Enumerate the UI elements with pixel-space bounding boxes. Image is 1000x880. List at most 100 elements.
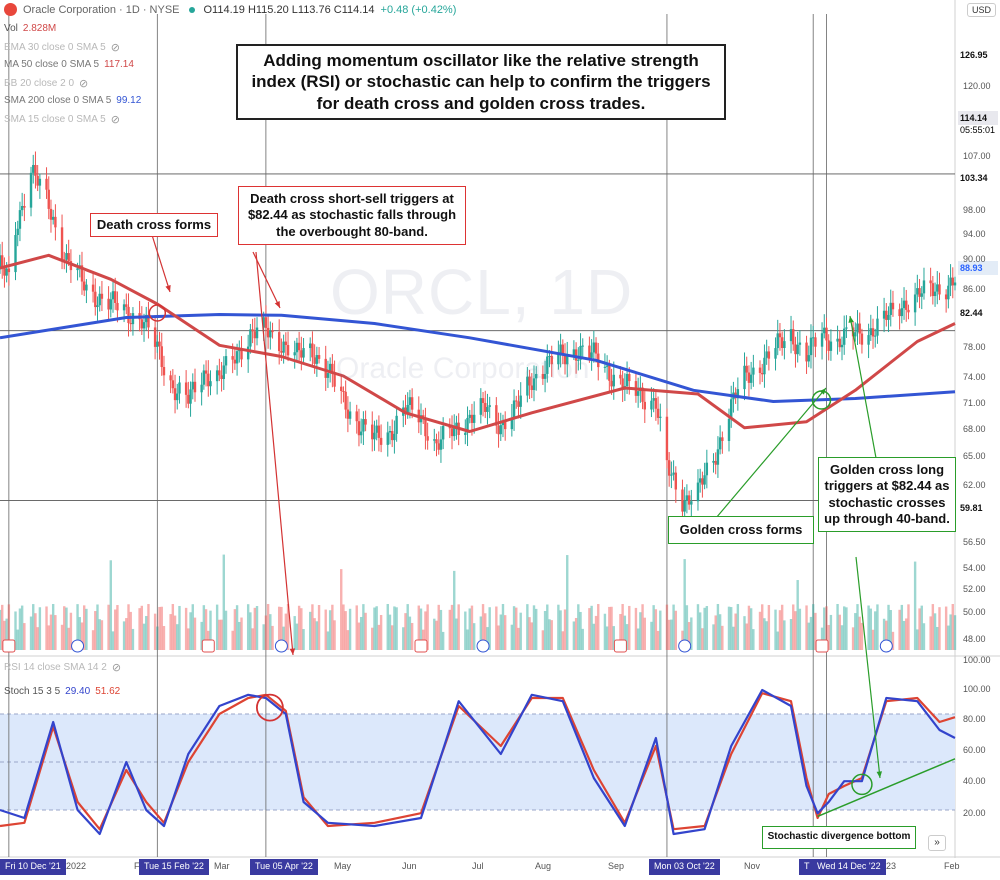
legend-volume[interactable]: Vol 2.828M xyxy=(4,23,56,34)
volume-bar xyxy=(302,629,305,650)
volume-bar xyxy=(215,604,219,650)
price-axis-tick: 94.00 xyxy=(963,229,986,239)
volume-bar xyxy=(670,619,673,650)
hidden-eye-icon[interactable]: ⊘ xyxy=(79,78,89,90)
volume-bar xyxy=(251,628,254,650)
volume-bar xyxy=(331,604,334,650)
arrow-death-cross-head xyxy=(165,285,171,292)
volume-bar xyxy=(455,618,458,650)
legend-bb20[interactable]: BB 20 close 2 0 ⊘ xyxy=(4,77,88,90)
candle-body xyxy=(344,391,347,410)
volume-bar xyxy=(869,608,873,650)
candle-body xyxy=(379,437,383,445)
price-axis-tick: 71.00 xyxy=(963,398,986,408)
hidden-eye-icon[interactable]: ⊘ xyxy=(110,114,120,126)
candle-body xyxy=(783,341,786,348)
candle-body xyxy=(107,298,110,310)
hidden-eye-icon[interactable]: ⊘ xyxy=(111,662,122,674)
candle-body xyxy=(721,437,724,441)
legend-sma15[interactable]: SMA 15 close 0 SMA 5 ⊘ xyxy=(4,113,120,126)
volume-bar xyxy=(340,569,343,650)
volume-bar xyxy=(944,606,948,650)
candle-body xyxy=(667,460,671,476)
volume-bar xyxy=(390,625,394,650)
volume-bar xyxy=(579,611,582,650)
candle-body xyxy=(1,255,4,268)
candle-body xyxy=(3,267,6,276)
candle-body xyxy=(652,398,655,401)
candle-body xyxy=(705,462,709,476)
arrow-long-price-head xyxy=(848,316,854,323)
volume-bar xyxy=(814,612,817,650)
volume-bar xyxy=(439,609,443,650)
candle-body xyxy=(563,354,567,365)
candle-body xyxy=(266,327,270,338)
volume-bar xyxy=(672,604,675,650)
volume-bar xyxy=(603,613,607,650)
legend-stoch[interactable]: Stoch 15 3 5 29.40 51.62 xyxy=(4,686,120,697)
volume-bar xyxy=(131,628,135,650)
volume-bar xyxy=(690,617,693,650)
candle-body xyxy=(300,350,303,358)
x-axis-label: 2022 xyxy=(66,861,87,871)
scroll-to-latest-button[interactable]: » xyxy=(928,835,946,851)
symbol-header[interactable]: Oracle Corporation · 1D · NYSE O114.19 H… xyxy=(4,3,456,16)
candle-body xyxy=(650,400,653,410)
volume-bar xyxy=(641,604,644,650)
volume-bar xyxy=(610,606,613,650)
volume-bar xyxy=(889,610,892,650)
candle-body xyxy=(348,411,352,419)
candle-body xyxy=(439,439,443,450)
legend-ma50[interactable]: MA 50 close 0 SMA 5 117.14 xyxy=(4,59,134,70)
candle-body xyxy=(100,293,104,299)
volume-bar xyxy=(286,604,290,650)
candle-body xyxy=(745,365,748,373)
volume-bar xyxy=(191,604,194,650)
volume-bar xyxy=(424,611,427,650)
candle-body xyxy=(621,378,624,390)
volume-bar xyxy=(388,614,392,650)
candle-body xyxy=(156,341,159,347)
candle-body xyxy=(441,425,445,440)
volume-bar xyxy=(907,604,910,650)
volume-bar xyxy=(674,610,678,650)
candle-body xyxy=(672,472,675,475)
candle-body xyxy=(517,401,520,407)
volume-bar xyxy=(792,604,795,650)
legend-ema30[interactable]: EMA 30 close 0 SMA 5 ⊘ xyxy=(4,41,120,54)
candle-body xyxy=(251,329,254,332)
candle-body xyxy=(814,337,817,347)
volume-bar xyxy=(240,617,243,650)
candle-body xyxy=(532,378,536,391)
legend-label: SMA 15 close 0 SMA 5 xyxy=(4,114,106,125)
price-axis-tick: 90.00 xyxy=(963,254,986,264)
arrow-trigger-price xyxy=(252,251,281,309)
arrow-long-stoch xyxy=(855,556,881,779)
volume-bar xyxy=(479,616,483,650)
stoch-cross-circle xyxy=(851,773,873,796)
candle-body xyxy=(255,327,259,339)
candle-body xyxy=(317,355,321,359)
legend-sma200[interactable]: SMA 200 close 0 SMA 5 99.12 xyxy=(4,95,141,106)
volume-bar xyxy=(262,624,265,650)
ohlc-values: O114.19 H115.20 L113.76 C114.14 xyxy=(203,3,375,16)
candle-body xyxy=(481,398,485,403)
volume-bar xyxy=(905,618,908,650)
legend-label: Stoch 15 3 5 xyxy=(4,686,61,697)
candle-body xyxy=(373,432,376,440)
candle-body xyxy=(736,389,740,399)
volume-bar xyxy=(783,620,786,650)
candle-body xyxy=(129,323,132,325)
candle-body xyxy=(612,374,615,387)
candle-body xyxy=(386,432,389,445)
volume-bar xyxy=(936,626,939,650)
hidden-eye-icon[interactable]: ⊘ xyxy=(110,42,120,54)
candle-body xyxy=(900,308,904,317)
volume-bar xyxy=(313,618,316,650)
candle-body xyxy=(173,388,177,401)
currency-selector[interactable]: USD xyxy=(966,3,996,17)
volume-bar xyxy=(528,617,531,650)
volume-bar xyxy=(297,605,301,650)
volume-bar xyxy=(488,607,491,650)
legend-rsi[interactable]: RSI 14 close SMA 14 2 ⊘ xyxy=(4,661,121,674)
